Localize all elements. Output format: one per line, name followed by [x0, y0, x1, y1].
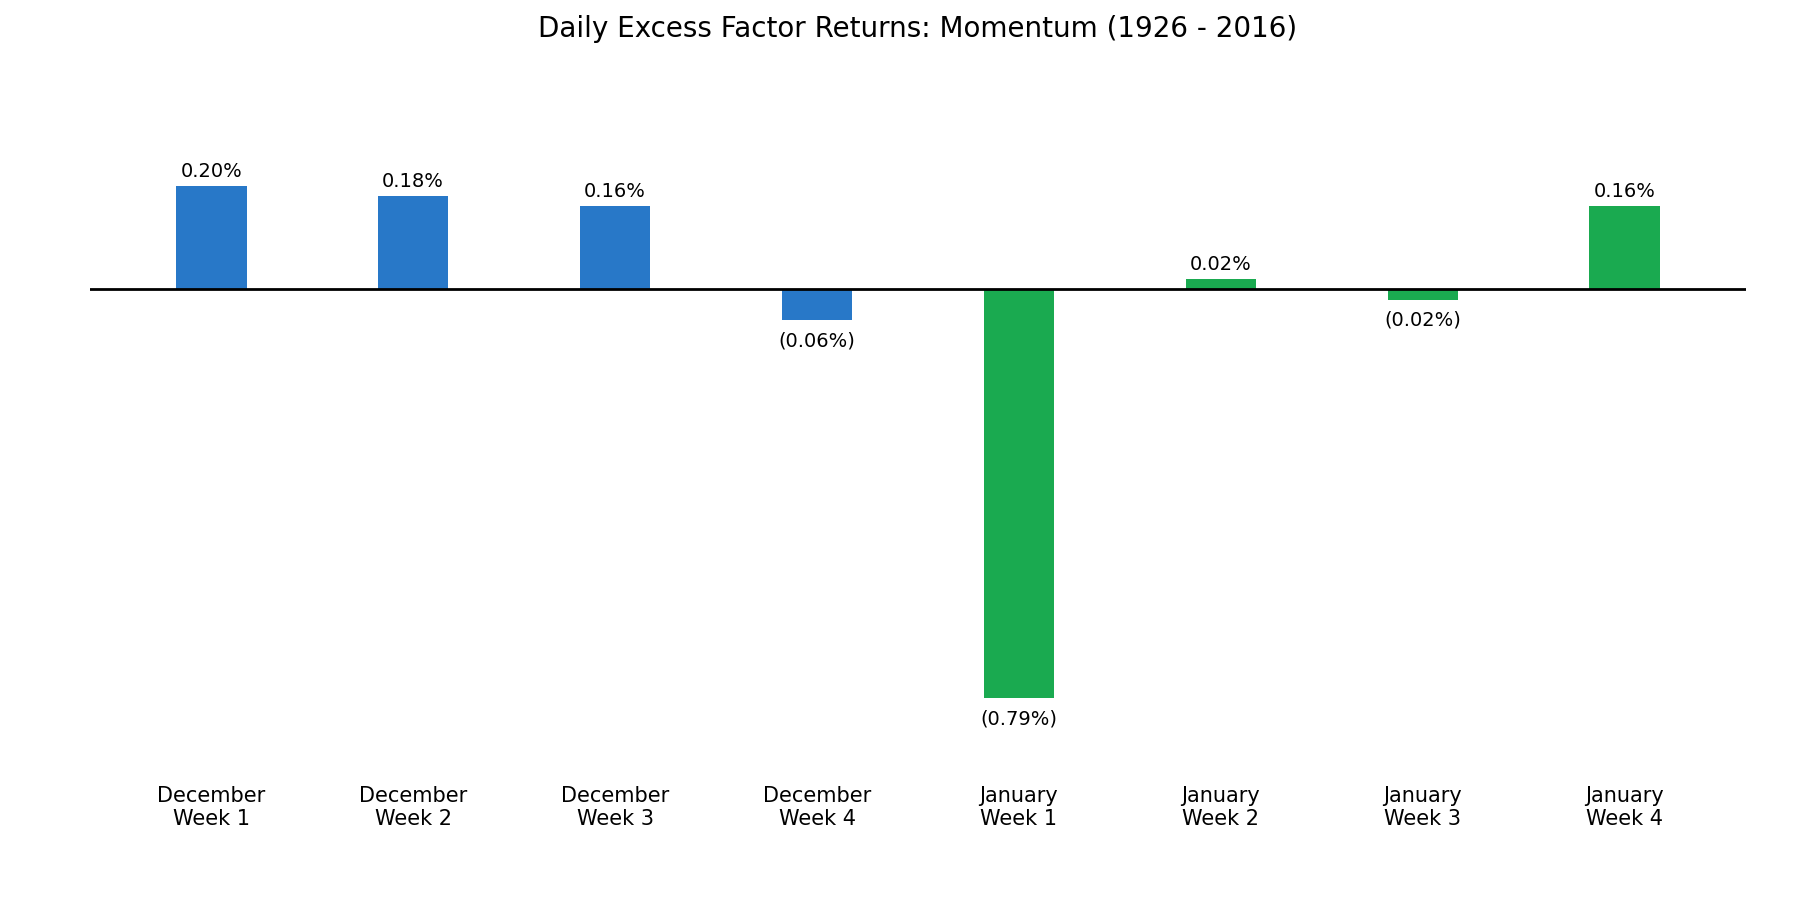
Title: Daily Excess Factor Returns: Momentum (1926 - 2016): Daily Excess Factor Returns: Momentum (1…: [538, 15, 1298, 43]
Text: (0.02%): (0.02%): [1384, 310, 1462, 330]
Text: 0.18%: 0.18%: [382, 172, 445, 191]
Bar: [983, 289, 1055, 698]
Bar: [176, 185, 247, 289]
Bar: [1186, 279, 1256, 289]
Text: 0.02%: 0.02%: [1190, 255, 1251, 274]
Bar: [1388, 289, 1458, 300]
Text: (0.79%): (0.79%): [981, 709, 1057, 728]
Bar: [378, 196, 448, 289]
Bar: [580, 206, 650, 289]
Text: 0.16%: 0.16%: [1593, 183, 1656, 202]
Text: 0.16%: 0.16%: [585, 183, 646, 202]
Bar: [781, 289, 853, 320]
Bar: [1589, 206, 1660, 289]
Text: 0.20%: 0.20%: [180, 162, 241, 181]
Text: (0.06%): (0.06%): [779, 331, 855, 351]
